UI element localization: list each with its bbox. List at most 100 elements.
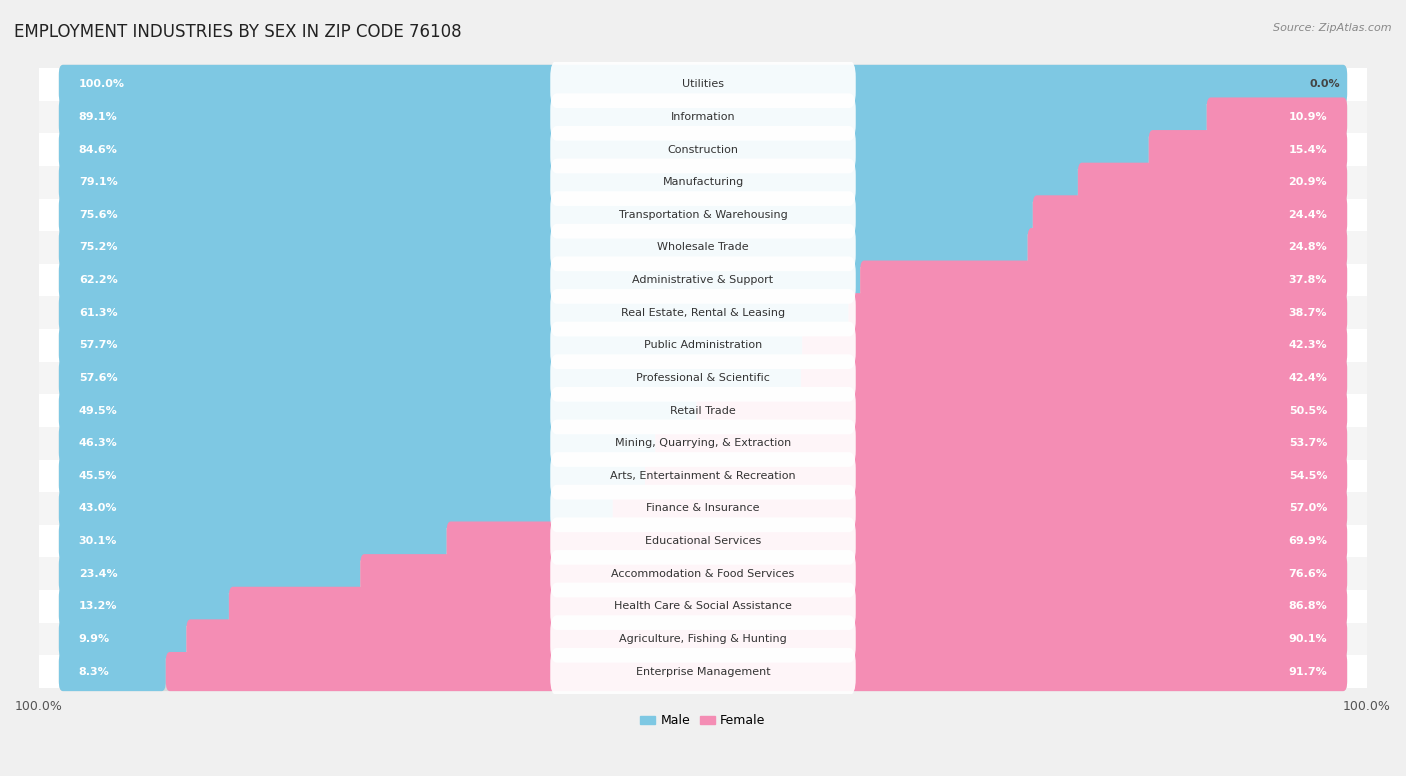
Text: Utilities: Utilities	[682, 79, 724, 89]
FancyBboxPatch shape	[59, 196, 1347, 234]
FancyBboxPatch shape	[550, 355, 856, 402]
FancyBboxPatch shape	[613, 489, 1347, 528]
FancyBboxPatch shape	[59, 261, 860, 300]
Text: 24.4%: 24.4%	[1288, 210, 1327, 220]
Text: Agriculture, Fishing & Hunting: Agriculture, Fishing & Hunting	[619, 634, 787, 644]
Text: 75.2%: 75.2%	[79, 242, 117, 252]
Text: 61.3%: 61.3%	[79, 308, 118, 317]
Text: Educational Services: Educational Services	[645, 536, 761, 546]
Text: Professional & Scientific: Professional & Scientific	[636, 373, 770, 383]
FancyBboxPatch shape	[550, 550, 856, 598]
FancyBboxPatch shape	[645, 456, 1347, 495]
FancyBboxPatch shape	[59, 196, 1033, 234]
FancyBboxPatch shape	[550, 158, 856, 206]
Text: 8.3%: 8.3%	[79, 667, 110, 677]
Text: 90.1%: 90.1%	[1288, 634, 1327, 644]
FancyBboxPatch shape	[59, 261, 1347, 300]
Text: 57.7%: 57.7%	[79, 341, 117, 350]
FancyBboxPatch shape	[59, 456, 645, 495]
FancyBboxPatch shape	[59, 456, 1347, 495]
FancyBboxPatch shape	[550, 648, 856, 695]
Text: 75.6%: 75.6%	[79, 210, 118, 220]
Text: 38.7%: 38.7%	[1289, 308, 1327, 317]
Bar	[39, 492, 1367, 525]
Text: 42.4%: 42.4%	[1288, 373, 1327, 383]
Text: 100.0%: 100.0%	[79, 79, 125, 89]
Text: 13.2%: 13.2%	[79, 601, 117, 611]
Text: 89.1%: 89.1%	[79, 112, 118, 122]
Bar	[39, 133, 1367, 166]
Text: 86.8%: 86.8%	[1288, 601, 1327, 611]
Text: 91.7%: 91.7%	[1288, 667, 1327, 677]
Text: 50.5%: 50.5%	[1289, 406, 1327, 416]
FancyBboxPatch shape	[59, 554, 1347, 594]
Legend: Male, Female: Male, Female	[636, 709, 770, 733]
FancyBboxPatch shape	[550, 420, 856, 467]
Bar	[39, 296, 1367, 329]
Text: Public Administration: Public Administration	[644, 341, 762, 350]
FancyBboxPatch shape	[59, 424, 1347, 462]
FancyBboxPatch shape	[59, 130, 1149, 169]
FancyBboxPatch shape	[59, 163, 1078, 202]
Bar	[39, 427, 1367, 459]
FancyBboxPatch shape	[59, 554, 360, 594]
FancyBboxPatch shape	[550, 93, 856, 140]
Text: Construction: Construction	[668, 144, 738, 154]
FancyBboxPatch shape	[59, 359, 1347, 397]
Text: Arts, Entertainment & Recreation: Arts, Entertainment & Recreation	[610, 471, 796, 481]
Bar	[39, 655, 1367, 688]
FancyBboxPatch shape	[59, 521, 447, 560]
FancyBboxPatch shape	[59, 130, 1347, 169]
Text: 10.9%: 10.9%	[1288, 112, 1327, 122]
FancyBboxPatch shape	[59, 293, 849, 332]
FancyBboxPatch shape	[166, 652, 1347, 691]
FancyBboxPatch shape	[1028, 228, 1347, 267]
Text: Real Estate, Rental & Leasing: Real Estate, Rental & Leasing	[621, 308, 785, 317]
Text: 76.6%: 76.6%	[1288, 569, 1327, 579]
FancyBboxPatch shape	[696, 391, 1347, 430]
Text: 49.5%: 49.5%	[79, 406, 118, 416]
FancyBboxPatch shape	[59, 489, 613, 528]
FancyBboxPatch shape	[550, 583, 856, 630]
FancyBboxPatch shape	[849, 293, 1347, 332]
FancyBboxPatch shape	[1149, 130, 1347, 169]
FancyBboxPatch shape	[360, 554, 1347, 594]
Bar	[39, 231, 1367, 264]
Text: 9.9%: 9.9%	[79, 634, 110, 644]
FancyBboxPatch shape	[59, 424, 655, 462]
Text: Source: ZipAtlas.com: Source: ZipAtlas.com	[1274, 23, 1392, 33]
FancyBboxPatch shape	[803, 326, 1347, 365]
FancyBboxPatch shape	[550, 615, 856, 663]
FancyBboxPatch shape	[59, 619, 187, 659]
Text: 15.4%: 15.4%	[1288, 144, 1327, 154]
Bar	[39, 590, 1367, 622]
FancyBboxPatch shape	[1078, 163, 1347, 202]
Text: 45.5%: 45.5%	[79, 471, 117, 481]
FancyBboxPatch shape	[59, 619, 1347, 659]
FancyBboxPatch shape	[59, 359, 801, 397]
FancyBboxPatch shape	[59, 587, 229, 626]
FancyBboxPatch shape	[59, 587, 1347, 626]
FancyBboxPatch shape	[59, 326, 803, 365]
FancyBboxPatch shape	[550, 126, 856, 173]
Bar	[39, 557, 1367, 590]
Text: Retail Trade: Retail Trade	[671, 406, 735, 416]
Text: Information: Information	[671, 112, 735, 122]
FancyBboxPatch shape	[59, 65, 1347, 104]
FancyBboxPatch shape	[59, 326, 1347, 365]
FancyBboxPatch shape	[550, 191, 856, 238]
Text: 42.3%: 42.3%	[1288, 341, 1327, 350]
Bar	[39, 394, 1367, 427]
FancyBboxPatch shape	[1033, 196, 1347, 234]
FancyBboxPatch shape	[550, 61, 856, 108]
FancyBboxPatch shape	[801, 359, 1347, 397]
FancyBboxPatch shape	[59, 98, 1206, 137]
FancyBboxPatch shape	[550, 452, 856, 500]
Text: 46.3%: 46.3%	[79, 438, 118, 449]
Text: 43.0%: 43.0%	[79, 504, 117, 514]
FancyBboxPatch shape	[59, 228, 1347, 267]
Text: Mining, Quarrying, & Extraction: Mining, Quarrying, & Extraction	[614, 438, 792, 449]
Bar	[39, 459, 1367, 492]
Text: EMPLOYMENT INDUSTRIES BY SEX IN ZIP CODE 76108: EMPLOYMENT INDUSTRIES BY SEX IN ZIP CODE…	[14, 23, 461, 41]
Text: 37.8%: 37.8%	[1289, 275, 1327, 285]
